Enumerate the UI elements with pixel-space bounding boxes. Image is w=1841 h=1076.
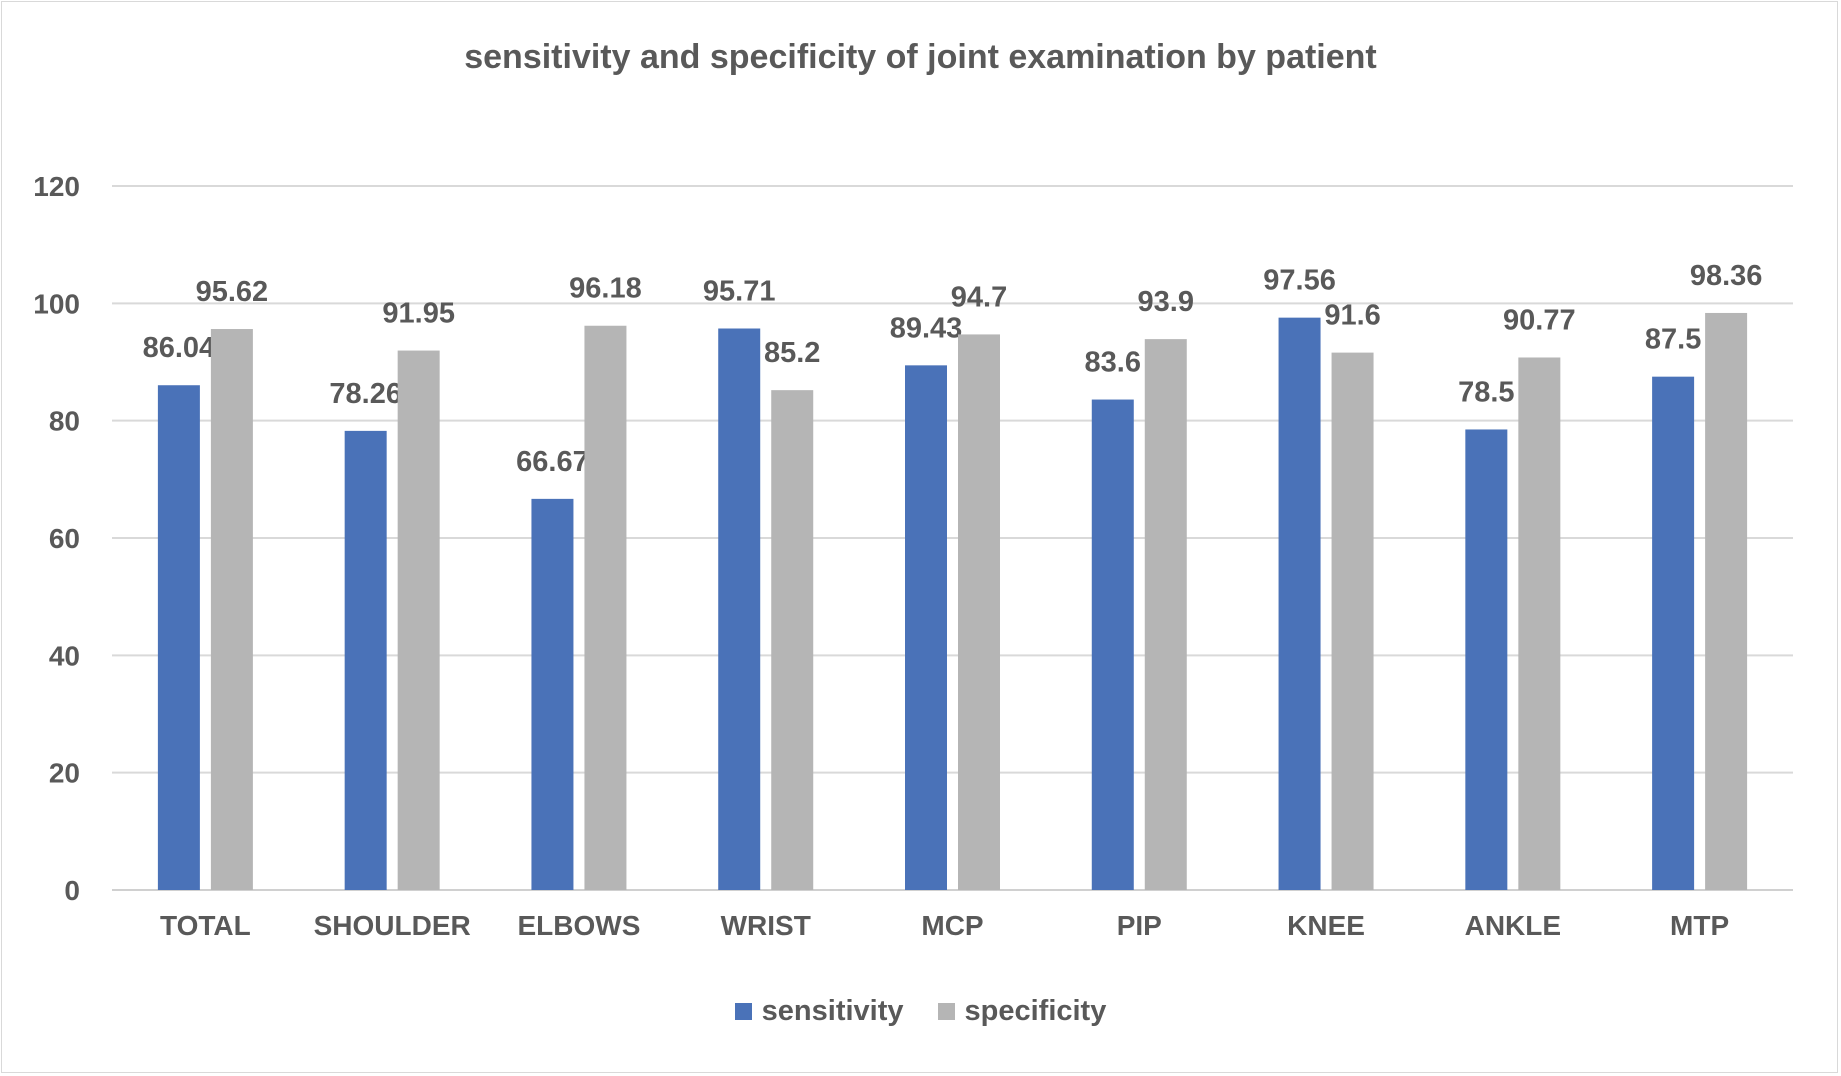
bar-specificity-ankle (1518, 357, 1561, 890)
legend-item-specificity[interactable]: specificity (937, 995, 1107, 1028)
legend-swatch-sensitivity (734, 1003, 752, 1020)
data-label: 78.26 (329, 378, 402, 410)
bar-sensitivity-pip (1091, 399, 1134, 890)
data-label: 97.56 (1263, 265, 1336, 297)
data-label: 98.36 (1690, 260, 1763, 292)
x-tick-label: ANKLE (1465, 910, 1561, 941)
data-label: 94.7 (951, 281, 1007, 313)
data-label: 85.2 (764, 337, 820, 369)
x-tick-label: MTP (1670, 910, 1729, 941)
y-tick-label: 100 (33, 288, 80, 319)
bar-specificity-elbows (584, 325, 627, 890)
bar-sensitivity-total (157, 385, 200, 890)
legend: sensitivity specificity (0, 995, 1841, 1028)
legend-item-sensitivity[interactable]: sensitivity (734, 995, 904, 1028)
bar-sensitivity-mtp (1652, 376, 1695, 891)
data-label: 83.6 (1085, 347, 1141, 379)
x-tick-label: WRIST (721, 910, 811, 941)
bar-specificity-pip (1144, 339, 1187, 890)
data-label: 78.5 (1458, 376, 1514, 408)
data-label: 95.71 (703, 276, 776, 308)
data-label: 90.77 (1503, 304, 1576, 336)
legend-label-specificity: specificity (964, 995, 1107, 1027)
bar-sensitivity-wrist (718, 328, 761, 890)
bar-sensitivity-mcp (905, 365, 947, 890)
bar-specificity-shoulder (397, 350, 440, 890)
chart-title: sensitivity and specificity of joint exa… (464, 38, 1377, 76)
bar-sensitivity-shoulder (344, 430, 387, 890)
bar-specificity-mtp (1705, 312, 1748, 890)
bar-specificity-mcp (958, 334, 1000, 891)
data-label: 89.43 (890, 312, 963, 344)
y-tick-label: 120 (33, 171, 80, 202)
data-label: 96.18 (569, 273, 642, 305)
data-label: 93.9 (1138, 286, 1194, 318)
data-label: 91.6 (1324, 300, 1380, 332)
x-tick-label: SHOULDER (314, 910, 471, 941)
y-tick-label: 0 (64, 875, 80, 906)
x-tick-label: MCP (921, 910, 983, 941)
data-label: 86.04 (143, 332, 216, 364)
bar-specificity-wrist (771, 390, 814, 890)
bar-sensitivity-ankle (1465, 429, 1508, 890)
bar-specificity-total (210, 329, 253, 891)
x-tick-label: KNEE (1287, 910, 1365, 941)
bar-sensitivity-knee (1278, 317, 1321, 890)
x-tick-label: TOTAL (160, 910, 251, 941)
x-tick-label: PIP (1117, 910, 1162, 941)
y-tick-label: 20 (49, 758, 80, 789)
x-tick-label: ELBOWS (517, 910, 640, 941)
bar-sensitivity-elbows (531, 498, 574, 890)
data-label: 66.67 (516, 446, 589, 478)
y-tick-label: 40 (49, 640, 80, 671)
data-label: 91.95 (382, 298, 455, 330)
data-label: 87.5 (1645, 324, 1701, 356)
y-tick-label: 80 (49, 406, 80, 437)
data-label: 95.62 (196, 276, 269, 308)
legend-swatch-specificity (937, 1003, 955, 1020)
legend-label-sensitivity: sensitivity (761, 995, 904, 1027)
y-tick-label: 60 (49, 523, 80, 554)
bar-specificity-knee (1331, 352, 1374, 890)
